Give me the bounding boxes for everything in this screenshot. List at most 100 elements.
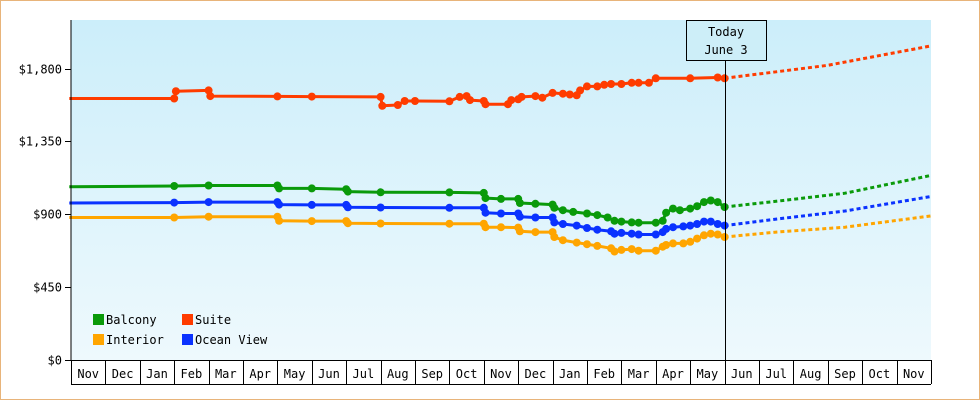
x-tick-label: Apr (249, 367, 271, 381)
data-point (686, 74, 695, 83)
data-point (686, 237, 695, 246)
data-point (531, 199, 540, 208)
x-tick-label: Sep (834, 367, 856, 381)
data-point (651, 218, 660, 227)
data-point (583, 82, 591, 91)
data-point (466, 96, 474, 105)
series-ocean-view (69, 195, 932, 239)
x-tick-label: Feb (181, 367, 203, 381)
data-point (669, 223, 677, 232)
data-point (481, 208, 490, 217)
data-point (376, 188, 385, 197)
data-point (662, 208, 671, 217)
data-point (538, 93, 547, 102)
data-point (481, 194, 490, 203)
data-point (627, 78, 636, 87)
data-point (307, 92, 316, 101)
data-point (445, 219, 454, 228)
x-tick-label: Aug (800, 367, 822, 381)
axes-layer: $0 $450 $900 $1,350 $1,800 Nov Dec Jan Feb Mar Apr… (19, 20, 932, 385)
data-point (662, 224, 671, 233)
data-point (593, 241, 602, 250)
forecast-line (724, 214, 932, 239)
data-point (593, 225, 602, 234)
data-point (576, 86, 585, 95)
x-tick-label: Jul (353, 367, 375, 381)
x-tick-label: Sep (421, 367, 443, 381)
y-tick-label: $900 (33, 208, 62, 222)
series-suite (69, 44, 932, 110)
data-point (497, 209, 505, 218)
data-point (507, 96, 516, 105)
data-point (171, 87, 180, 96)
data-point (600, 80, 609, 89)
data-point (170, 182, 179, 190)
legend-label: Interior (106, 333, 164, 347)
data-point (669, 204, 677, 213)
data-point (662, 241, 671, 249)
legend-swatch (182, 334, 193, 345)
data-point (515, 227, 524, 236)
x-tick-label: Feb (593, 367, 615, 381)
x-tick-label: Dec (112, 367, 134, 381)
data-point (307, 184, 316, 193)
data-point (669, 239, 677, 248)
data-point (376, 203, 385, 212)
data-point (617, 245, 626, 254)
data-point (634, 230, 643, 239)
today-box (686, 20, 767, 61)
data-point (170, 198, 179, 207)
legend: Balcony Suite Interior Ocean View (93, 313, 268, 347)
data-point (343, 219, 352, 228)
data-point (343, 187, 352, 196)
data-point (204, 198, 213, 207)
data-point (445, 97, 454, 106)
data-point (651, 246, 660, 255)
data-point (481, 223, 490, 232)
x-tick-label: Nov (490, 367, 512, 381)
data-point (651, 74, 660, 83)
legend-item: Balcony (93, 313, 157, 327)
data-point (376, 219, 385, 228)
x-tick-label: Jun (318, 367, 340, 381)
data-point (610, 216, 619, 225)
data-point (565, 90, 574, 99)
today-callout: Today June 3 (686, 20, 767, 384)
legend-label: Balcony (106, 313, 157, 327)
data-point (170, 213, 179, 222)
data-point (376, 92, 385, 101)
data-point (569, 207, 578, 216)
data-point (170, 94, 179, 103)
legend-item: Interior (93, 333, 164, 347)
data-point (515, 199, 524, 207)
data-point (204, 212, 213, 221)
x-tick-label: May (284, 367, 306, 381)
data-point (531, 92, 540, 101)
data-point (607, 80, 616, 88)
series-layer (69, 44, 932, 256)
x-tick-label: Nov (77, 367, 99, 381)
data-point (307, 200, 316, 209)
data-point (720, 74, 729, 83)
legend-swatch (182, 314, 193, 325)
data-point (658, 216, 667, 225)
data-point (583, 209, 591, 218)
data-point (593, 82, 602, 91)
data-point (679, 222, 688, 231)
data-point (627, 245, 636, 254)
data-point (206, 92, 215, 101)
x-tick-label: Oct (869, 367, 891, 381)
data-point (275, 184, 284, 193)
y-tick-label: $450 (33, 281, 62, 295)
data-point (634, 78, 643, 87)
data-point (273, 92, 282, 101)
data-point (204, 181, 213, 190)
data-point (583, 240, 591, 249)
data-point (700, 198, 708, 207)
data-point (517, 92, 526, 101)
y-tick-label: $1,350 (19, 135, 62, 149)
data-point (445, 203, 454, 212)
data-point (713, 230, 722, 239)
data-point (583, 224, 591, 232)
data-point (617, 228, 626, 237)
